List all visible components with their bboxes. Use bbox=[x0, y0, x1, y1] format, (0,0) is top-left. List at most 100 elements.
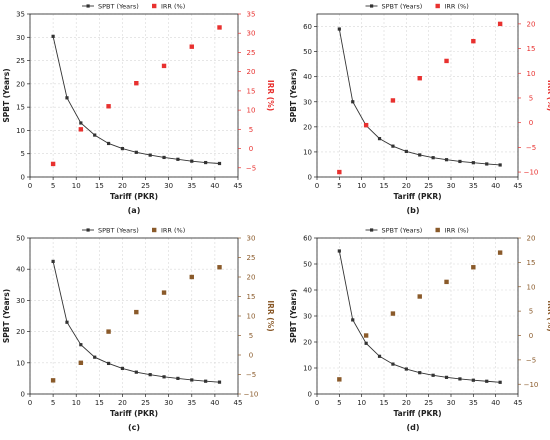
x-tick-label: 5 bbox=[51, 182, 55, 190]
y-tick-label: 20 bbox=[303, 339, 312, 347]
x-tick-label: 40 bbox=[210, 399, 219, 407]
spbt-data-point bbox=[134, 150, 138, 154]
spbt-data-point bbox=[162, 155, 166, 160]
spbt-data-point bbox=[444, 375, 449, 379]
legend-scatter-marker bbox=[435, 227, 440, 233]
x-axis-title: Tariff (PKR) bbox=[393, 409, 441, 418]
x-axis-title: Tariff (PKR) bbox=[110, 409, 158, 418]
spbt-data-point bbox=[79, 121, 83, 125]
y-tick-label: 0 bbox=[21, 174, 25, 182]
x-axis-title: Tariff (PKR) bbox=[393, 192, 441, 201]
y2-tick-label: 30 bbox=[247, 30, 256, 38]
irr-data-point bbox=[363, 122, 369, 128]
irr-data-point bbox=[78, 127, 84, 132]
y-tick-label: 40 bbox=[303, 73, 312, 81]
y2-tick-label: 15 bbox=[527, 259, 536, 267]
x-axis-title: Tariff (PKR) bbox=[110, 192, 158, 201]
y-tick-label: 60 bbox=[303, 235, 312, 243]
x-tick-label: 10 bbox=[72, 182, 81, 190]
x-tick-label: 10 bbox=[72, 399, 81, 407]
y2-axis-title: IRR (%) bbox=[546, 80, 550, 111]
y-tick-label: 20 bbox=[16, 80, 25, 88]
irr-data-point bbox=[471, 265, 476, 270]
legend-line-marker bbox=[86, 228, 90, 232]
irr-data-point bbox=[497, 250, 503, 255]
legend-entry-irr: IRR (%) bbox=[161, 227, 185, 235]
irr-data-point bbox=[50, 161, 56, 167]
irr-data-point bbox=[217, 25, 222, 30]
spbt-data-point bbox=[498, 163, 502, 167]
x-tick-label: 45 bbox=[234, 182, 243, 190]
irr-data-point bbox=[444, 279, 449, 285]
y2-tick-label: 20 bbox=[247, 274, 256, 282]
y-tick-label: 30 bbox=[16, 297, 25, 305]
y2-axis-title: IRR (%) bbox=[266, 80, 275, 111]
y-axis-title: SPBT (Years) bbox=[2, 68, 11, 122]
irr-data-point bbox=[189, 44, 194, 49]
panel-label: (d) bbox=[406, 423, 419, 432]
plot-frame bbox=[29, 237, 239, 395]
spbt-data-point bbox=[51, 259, 55, 263]
spbt-data-point bbox=[485, 162, 489, 166]
y-tick-label: 35 bbox=[16, 11, 25, 19]
y-tick-label: 40 bbox=[16, 266, 25, 274]
irr-data-point bbox=[161, 63, 167, 69]
y2-tick-label: 25 bbox=[247, 49, 256, 57]
y2-axis-title: IRR (%) bbox=[546, 300, 550, 331]
spbt-series-line bbox=[52, 261, 220, 383]
x-tick-label: 35 bbox=[187, 399, 196, 407]
x-tick-label: 15 bbox=[380, 399, 389, 407]
irr-data-point bbox=[390, 98, 396, 103]
spbt-data-point bbox=[471, 161, 475, 165]
spbt-data-point bbox=[217, 161, 222, 166]
x-tick-label: 0 bbox=[28, 399, 32, 407]
irr-data-point bbox=[134, 309, 139, 315]
spbt-data-point bbox=[471, 378, 475, 382]
spbt-data-point bbox=[418, 371, 422, 375]
y-tick-label: 10 bbox=[16, 359, 25, 367]
spbt-data-point bbox=[93, 355, 97, 359]
irr-data-point bbox=[161, 290, 167, 295]
y2-tick-label: −5 bbox=[526, 356, 536, 364]
spbt-data-point bbox=[204, 160, 208, 165]
y2-tick-label: 10 bbox=[247, 313, 256, 321]
spbt-data-point bbox=[404, 367, 408, 371]
legend-scatter-marker bbox=[152, 227, 157, 233]
irr-data-point bbox=[106, 104, 111, 109]
irr-data-point bbox=[106, 329, 111, 334]
spbt-data-point bbox=[377, 354, 382, 358]
chart-panel-4: 0 5 10 15 20 25 30 35 40 45 0 10 20 30 40 50 60 −10 −5 0 5 10… bbox=[289, 227, 550, 433]
spbt-data-point bbox=[418, 153, 422, 157]
y2-tick-label: 0 bbox=[529, 332, 533, 340]
legend-entry-irr: IRR (%) bbox=[161, 3, 185, 11]
y2-tick-label: 10 bbox=[527, 283, 536, 291]
y-tick-label: 0 bbox=[308, 391, 312, 399]
spbt-data-point bbox=[444, 158, 449, 162]
x-tick-label: 30 bbox=[164, 182, 173, 190]
y-tick-label: 25 bbox=[16, 57, 25, 65]
y-tick-label: 0 bbox=[21, 391, 25, 399]
spbt-data-point bbox=[65, 96, 69, 100]
irr-data-point bbox=[217, 265, 222, 270]
y2-tick-label: −5 bbox=[246, 164, 256, 172]
legend-scatter-marker bbox=[435, 3, 440, 9]
spbt-data-point bbox=[391, 362, 395, 366]
y2-tick-label: 20 bbox=[527, 235, 536, 243]
y-tick-label: 60 bbox=[303, 23, 312, 31]
y-tick-label: 30 bbox=[16, 34, 25, 42]
x-tick-label: 40 bbox=[491, 399, 500, 407]
y-axis-title: SPBT (Years) bbox=[289, 68, 298, 122]
x-tick-label: 35 bbox=[469, 399, 478, 407]
spbt-data-point bbox=[377, 137, 382, 141]
y-tick-label: 50 bbox=[303, 261, 312, 269]
irr-data-point bbox=[78, 360, 84, 365]
spbt-data-point bbox=[176, 376, 180, 380]
spbt-data-point bbox=[79, 343, 83, 347]
irr-data-point bbox=[134, 80, 139, 86]
x-tick-label: 25 bbox=[424, 399, 433, 407]
x-tick-label: 5 bbox=[51, 399, 55, 407]
y2-tick-label: 0 bbox=[529, 119, 533, 127]
spbt-data-point bbox=[93, 133, 97, 137]
